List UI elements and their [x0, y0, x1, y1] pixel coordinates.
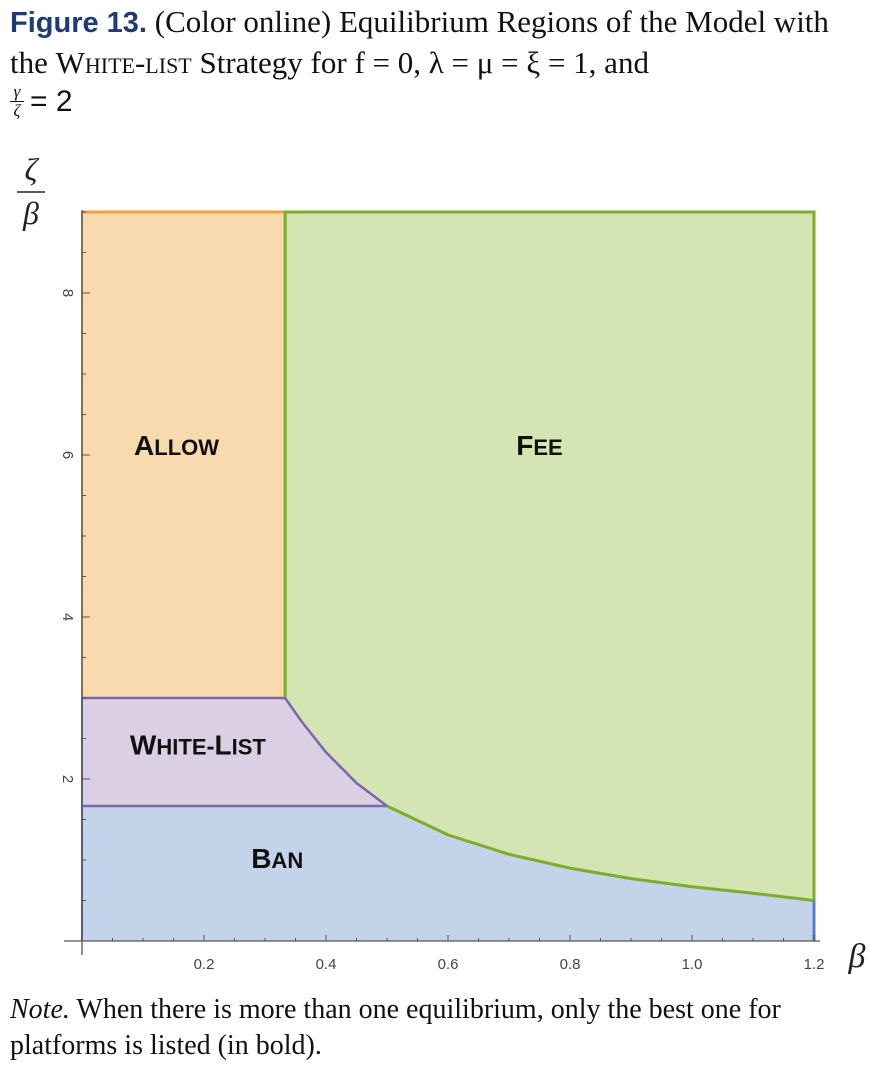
x-axis-label: β [848, 938, 866, 975]
fraction-bar [10, 101, 24, 102]
x-tick-label: 1.0 [682, 956, 703, 973]
region-fee [285, 212, 815, 901]
figure-caption: Figure 13. (Color online) Equilibrium Re… [10, 2, 870, 83]
x-tick-label: 0.2 [194, 956, 215, 973]
caption-ratio: γ ζ = 2 [10, 82, 73, 120]
ratio-denominator: ζ [13, 101, 21, 120]
x-tick-label: 0.8 [560, 956, 581, 973]
x-tick-label: 0.4 [316, 956, 337, 973]
region-label-white-list: WHITE-LIST [130, 730, 267, 761]
region-label-fee: FEE [516, 430, 562, 461]
y-axis-label-denominator: β [22, 195, 39, 231]
region-ban [82, 805, 814, 941]
ratio-numerator: γ [13, 82, 21, 101]
fee-ban-boundary [386, 804, 815, 902]
region-whitelist [82, 698, 387, 806]
y-tick-label: 4 [59, 613, 76, 621]
y-tick-label: 8 [59, 289, 76, 297]
figure-label: Figure 13. [10, 7, 147, 39]
caption-text-part1: (Color online) Equilibrium Regions of th… [10, 4, 829, 80]
x-tick-label: 0.6 [438, 956, 459, 973]
figure-note: Note. When there is more than one equili… [10, 992, 875, 1064]
caption-text-part2: Strategy for f = 0, λ = μ = ξ = 1, and [191, 45, 649, 80]
y-tick-label: 6 [59, 451, 76, 459]
regions-layer [81, 210, 816, 941]
y-axis-label-numerator: ζ [25, 151, 40, 187]
ratio-value: = 2 [30, 84, 73, 118]
note-text: When there is more than one equilibrium,… [10, 994, 781, 1061]
fee-outline [283, 210, 816, 901]
y-tick-label: 2 [59, 775, 76, 783]
note-label: Note. [10, 994, 70, 1025]
caption-strategy-name: White-list [55, 45, 192, 80]
labels-layer: ALLOW FEE WHITE-LIST BAN [130, 430, 563, 874]
region-label-ban: BAN [251, 843, 303, 874]
x-tick-label: 1.2 [804, 956, 825, 973]
region-label-allow: ALLOW [134, 430, 219, 461]
whitelist-curve-boundary [284, 697, 388, 807]
region-allow [82, 212, 286, 698]
ratio-fraction: γ ζ [10, 82, 24, 120]
